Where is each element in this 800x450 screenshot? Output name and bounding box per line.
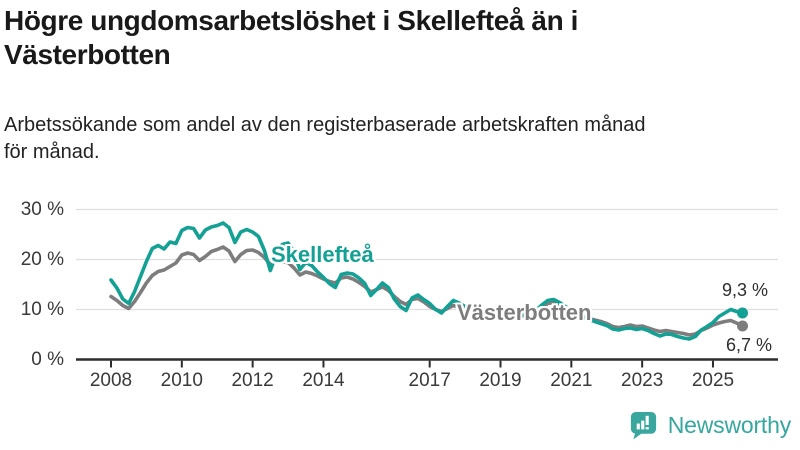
y-tick-label-30: 30 % (20, 198, 64, 220)
brand-footer: Newsworthy (628, 410, 791, 441)
end-value-vasterbotten: 6,7 % (726, 335, 773, 355)
chart-subtitle: Arbetssökande som andel av den registerb… (4, 112, 646, 166)
chart-title-line1: Högre ungdomsarbetslöshet i Skellefteå ä… (4, 5, 579, 36)
x-tick-label-2023: 2023 (621, 370, 664, 391)
series-line-västerbotten (109, 245, 745, 337)
series-label-skelleftea: Skellefteå (271, 242, 374, 267)
series-end-dot-västerbotten (737, 320, 748, 332)
newsworthy-logo-icon (628, 410, 659, 441)
y-tick-label-20: 20 % (20, 248, 64, 270)
series-label-vasterbotten: Västerbotten (457, 300, 592, 325)
newsworthy-wordmark: Newsworthy (667, 412, 791, 438)
chart-subtitle-line1: Arbetssökande som andel av den registerb… (4, 114, 646, 136)
end-value-skelleftea: 9,3 % (722, 280, 769, 300)
series-end-dot-skellefteå (737, 307, 748, 319)
x-tick-label-2012: 2012 (231, 370, 274, 391)
x-tick-label-2008: 2008 (89, 370, 133, 391)
chart-title: Högre ungdomsarbetslöshet i Skellefteå ä… (4, 4, 578, 72)
x-tick-label-2021: 2021 (550, 370, 593, 391)
series-line-skellefteå (109, 221, 745, 341)
x-tick-label-2017: 2017 (408, 370, 451, 391)
y-tick-label-0: 0 % (31, 348, 64, 370)
x-tick-label-2025: 2025 (691, 370, 735, 391)
x-tick-label-2019: 2019 (479, 370, 522, 391)
chart-subtitle-line2: för månad. (4, 141, 100, 163)
x-tick-label-2014: 2014 (302, 370, 345, 391)
y-tick-label-10: 10 % (20, 298, 64, 320)
x-tick-label-2010: 2010 (160, 370, 203, 391)
chart-title-line2: Västerbotten (4, 39, 171, 70)
